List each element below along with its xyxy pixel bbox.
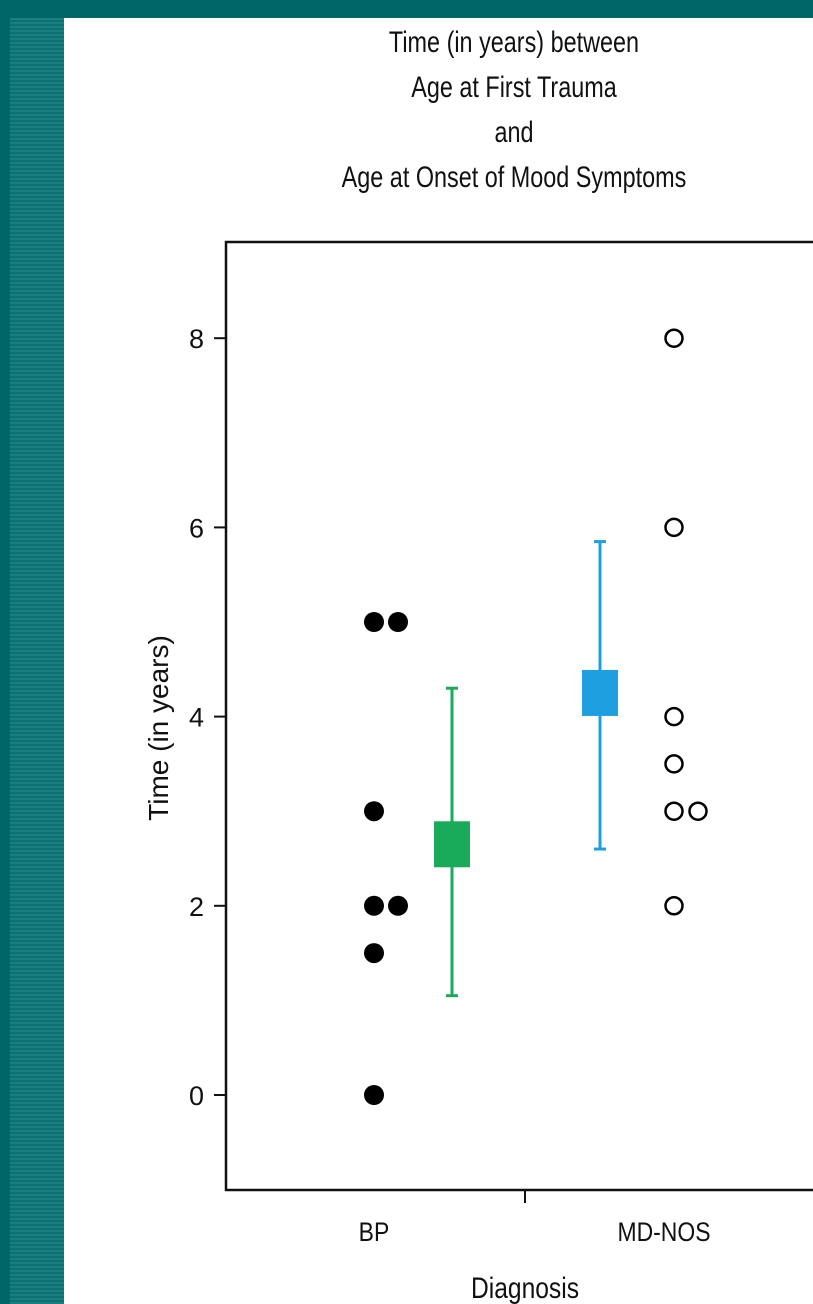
x-axis: BP MD-NOS <box>359 1190 711 1247</box>
chart-title-line: Age at Onset of Mood Symptoms <box>341 161 687 194</box>
data-point <box>664 754 684 774</box>
y-tick-label: 6 <box>189 513 204 543</box>
slide-frame-top <box>0 0 813 18</box>
y-tick-label: 2 <box>189 892 204 922</box>
data-point <box>664 801 684 821</box>
y-tick-label: 0 <box>189 1081 204 1111</box>
x-tick-label: BP <box>359 1217 390 1247</box>
x-tick-label: MD-NOS <box>617 1217 710 1247</box>
y-axis: 0 2 4 6 8 <box>189 324 226 1111</box>
plot-frame <box>224 240 813 1192</box>
data-point <box>388 895 408 916</box>
data-point <box>664 328 684 348</box>
data-point <box>364 612 384 632</box>
chart-title-line: Age at First Trauma <box>411 71 617 104</box>
y-axis-label: Time (in years) <box>143 635 174 821</box>
chart-title: Time (in years) between Age at First Tra… <box>163 20 813 200</box>
y-tick-label: 8 <box>189 324 204 354</box>
chart-title-line: and <box>494 116 534 149</box>
data-point <box>388 612 408 632</box>
data-point <box>664 706 684 727</box>
data-point <box>364 943 384 964</box>
chart-title-line: Time (in years) between <box>388 26 640 59</box>
data-point <box>688 801 708 821</box>
slide-frame-left <box>0 18 10 1304</box>
data-point <box>364 1085 384 1105</box>
mean-marker <box>582 669 618 716</box>
slide-stripe-band <box>10 18 64 1304</box>
data-point <box>364 801 384 822</box>
x-axis-label: Diagnosis <box>471 1271 579 1304</box>
chart-plot: 0 2 4 6 8 BP MD-NOS Time (in years) Diagnosis <box>143 240 813 1304</box>
mean-marker <box>434 821 470 868</box>
data-point <box>664 517 684 538</box>
y-tick-label: 4 <box>189 703 204 733</box>
chart-figure: Time (in years) between Age at First Tra… <box>64 18 813 1304</box>
data-point <box>364 895 384 916</box>
data-point <box>664 896 684 916</box>
chart-marks <box>364 328 708 1105</box>
